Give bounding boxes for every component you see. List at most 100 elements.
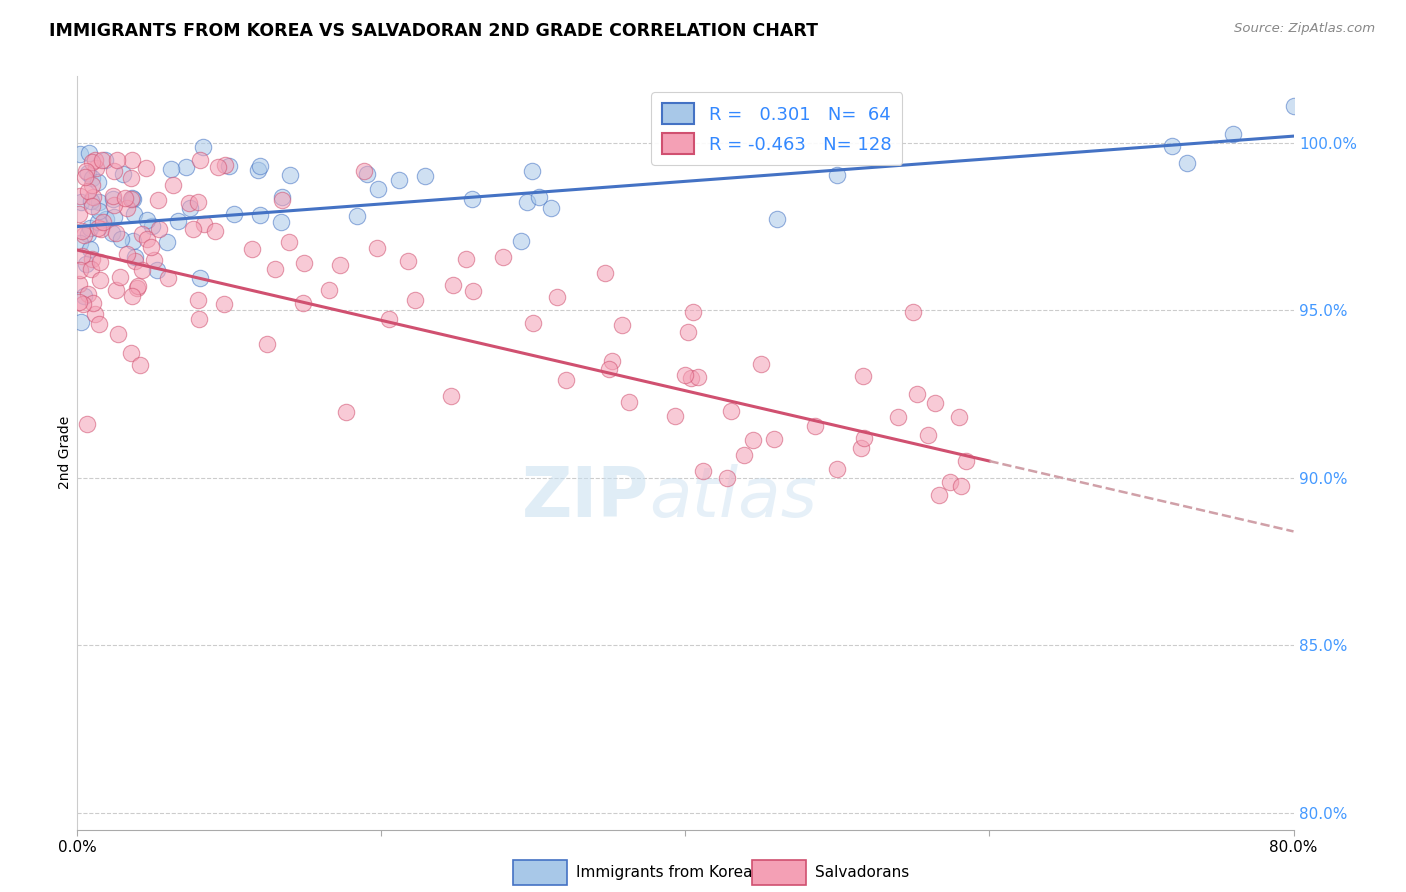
Point: [675, 368, 697, 382]
Point: [124, 254, 146, 268]
Point: [67, 207, 90, 221]
Point: [179, 201, 201, 215]
Point: [131, 262, 153, 277]
Point: [146, 194, 169, 208]
Point: [104, 227, 127, 241]
Point: [80, 171, 103, 186]
Point: [461, 285, 484, 299]
Point: [600, 354, 623, 368]
Point: [187, 194, 209, 209]
Point: [540, 201, 562, 215]
Point: [124, 250, 146, 264]
Point: [160, 161, 183, 176]
Point: [692, 464, 714, 478]
Point: [162, 178, 184, 193]
Point: [188, 312, 211, 326]
Point: [277, 235, 299, 250]
Point: [107, 327, 129, 342]
Text: IMMIGRANTS FROM KOREA VS SALVADORAN 2ND GRADE CORRELATION CHART: IMMIGRANTS FROM KOREA VS SALVADORAN 2ND …: [49, 22, 818, 40]
Point: [367, 182, 389, 196]
Point: [114, 191, 136, 205]
Point: [270, 215, 292, 229]
Point: [917, 428, 939, 442]
Point: [80, 199, 103, 213]
Point: [676, 325, 699, 339]
Point: [682, 305, 704, 319]
Point: [765, 212, 787, 227]
Point: [271, 193, 294, 207]
Point: [733, 448, 755, 462]
Text: Immigrants from Korea: Immigrants from Korea: [576, 865, 754, 880]
Point: [193, 140, 215, 154]
Point: [271, 190, 294, 204]
Point: [93, 215, 115, 229]
Point: [72, 249, 94, 263]
Point: [218, 159, 240, 173]
Point: [103, 163, 125, 178]
Point: [69, 236, 91, 251]
Point: [546, 290, 568, 304]
Point: [110, 269, 132, 284]
Point: [555, 373, 578, 387]
Point: [69, 189, 91, 203]
Point: [107, 153, 129, 167]
Point: [76, 166, 98, 180]
Point: [87, 221, 110, 235]
Point: [121, 289, 143, 303]
Point: [101, 189, 124, 203]
Point: [292, 255, 315, 269]
Point: [103, 210, 125, 224]
Point: [522, 316, 544, 330]
Point: [110, 232, 132, 246]
Point: [853, 431, 876, 445]
Point: [762, 432, 785, 446]
Point: [87, 175, 110, 189]
Text: atlas: atlas: [650, 465, 817, 532]
Point: [127, 278, 149, 293]
Point: [742, 433, 765, 447]
Point: [131, 227, 153, 241]
Point: [716, 471, 738, 485]
Point: [141, 239, 163, 253]
Point: [100, 226, 122, 240]
Point: [827, 461, 849, 475]
Point: [492, 250, 515, 264]
Point: [89, 273, 111, 287]
Point: [720, 404, 742, 418]
Point: [193, 218, 215, 232]
Point: [928, 488, 950, 502]
Point: [950, 479, 973, 493]
Point: [82, 189, 104, 203]
Point: [156, 271, 179, 285]
Point: [292, 295, 315, 310]
Point: [264, 261, 287, 276]
Point: [207, 160, 229, 174]
Point: [121, 153, 143, 167]
Point: [148, 221, 170, 235]
Point: [142, 253, 165, 268]
Point: [440, 389, 463, 403]
Point: [80, 252, 103, 267]
Point: [174, 160, 197, 174]
Point: [249, 159, 271, 173]
Point: [849, 442, 872, 456]
Point: [69, 147, 91, 161]
Point: [1175, 156, 1198, 170]
Point: [141, 219, 163, 234]
Point: [686, 370, 709, 384]
Legend: R =   0.301   N=  64, R = -0.463   N= 128: R = 0.301 N= 64, R = -0.463 N= 128: [651, 93, 903, 165]
Point: [70, 195, 93, 210]
Point: [120, 345, 142, 359]
Point: [948, 409, 970, 424]
Point: [903, 305, 925, 319]
Point: [76, 417, 98, 432]
Point: [73, 228, 96, 243]
Point: [166, 214, 188, 228]
Point: [84, 307, 107, 321]
Point: [335, 405, 357, 419]
Point: [105, 283, 128, 297]
Point: [94, 153, 117, 167]
Point: [103, 198, 125, 212]
Point: [77, 287, 100, 301]
Point: [122, 206, 145, 220]
